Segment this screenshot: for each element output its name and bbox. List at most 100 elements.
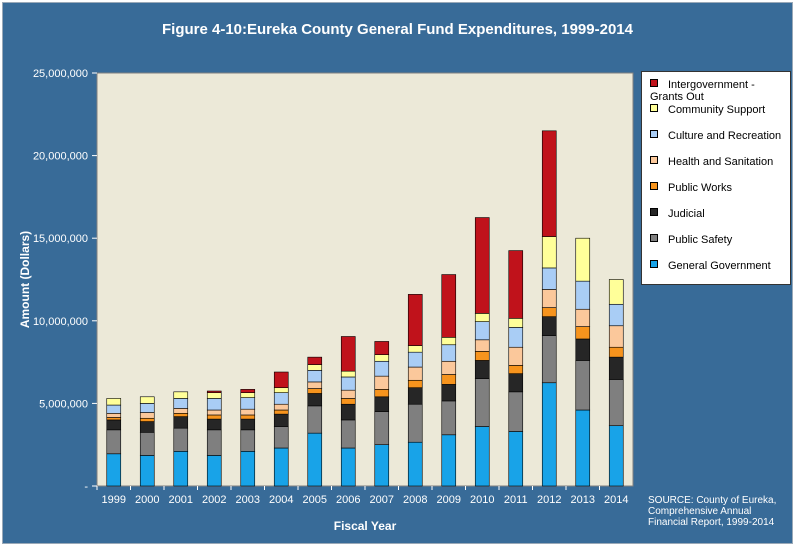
bar-segment [441, 337, 457, 346]
bar-segment [441, 274, 457, 338]
bar-segment [374, 375, 390, 390]
bar-segment [106, 429, 122, 455]
bar-segment [608, 279, 624, 305]
bar-segment [307, 432, 323, 487]
legend-swatch [650, 104, 658, 112]
x-tick-label: 2001 [169, 494, 193, 506]
bar-segment [441, 384, 457, 402]
bar-segment [273, 392, 289, 405]
bar-segment [206, 418, 222, 431]
bar-segment [139, 396, 155, 404]
bar-segment [474, 378, 490, 427]
bar-segment [240, 418, 256, 431]
legend-item: Community Support [650, 104, 788, 116]
legend-label: Public Safety [668, 234, 733, 246]
bar-segment [307, 388, 323, 394]
bar-segment [575, 409, 591, 487]
bar-segment [608, 325, 624, 348]
chart-plot: - 5,000,000 10,000,000 15,000,000 20,000,000… [18, 68, 634, 533]
bar-segment [541, 307, 557, 317]
source-note: SOURCE: County of Eureka, Comprehensive … [648, 495, 777, 528]
bar-segment [340, 370, 356, 378]
bar-segment [340, 336, 356, 372]
x-tick-label: 2006 [336, 494, 360, 506]
bar-segment [374, 411, 390, 446]
bar-segment [541, 130, 557, 237]
bar-segment [407, 387, 423, 405]
bar-segment [374, 396, 390, 412]
bar-segment [407, 294, 423, 346]
bar-segment [340, 419, 356, 449]
bar-segment [307, 393, 323, 407]
bar-segment [206, 392, 222, 399]
bar-segment [273, 413, 289, 427]
bar-segment [508, 391, 524, 432]
legend-swatch [650, 156, 658, 164]
bar-segment [307, 381, 323, 389]
legend-label: Culture and Recreation [668, 130, 782, 142]
x-axis-title: Fiscal Year [334, 519, 397, 533]
bar-segment [474, 313, 490, 322]
legend-item: Intergovernment - Grants Out [650, 79, 788, 103]
x-tick-label: 2002 [202, 494, 226, 506]
bar-segment [508, 346, 524, 366]
legend-label: Intergovernment - Grants Out [650, 79, 755, 103]
bar-segment [139, 412, 155, 419]
legend-item: Health and Sanitation [650, 156, 788, 168]
bar-segment [106, 413, 122, 418]
legend-item: Culture and Recreation [650, 130, 788, 142]
bar-segment [307, 405, 323, 434]
bar-segment [407, 351, 423, 368]
bar-segment [374, 360, 390, 377]
y-tick-label: 20,000,000 [33, 151, 88, 163]
bar-segment [508, 318, 524, 328]
bar-segment [273, 409, 289, 415]
bar-segment [106, 453, 122, 487]
bar-segment [541, 267, 557, 290]
bar-segment [541, 236, 557, 269]
bar-segment [441, 434, 457, 487]
legend-swatch [650, 79, 658, 87]
legend-label: Public Works [668, 182, 732, 194]
bar-segment [608, 379, 624, 427]
bar-segment [106, 417, 122, 421]
bar-segment [575, 280, 591, 310]
bar-segment [273, 403, 289, 411]
bar-segment [474, 360, 490, 379]
bar-segment [273, 447, 289, 487]
bar-segment [307, 364, 323, 371]
bar-segment [508, 327, 524, 348]
bar-segment [441, 374, 457, 385]
x-tick-label: 2011 [504, 494, 528, 506]
x-tick-label: 2009 [437, 494, 461, 506]
bar-segment [206, 409, 222, 416]
legend-swatch [650, 130, 658, 138]
bar-segment [173, 416, 189, 429]
bar-segment [608, 303, 624, 327]
x-tick-label: 1999 [102, 494, 126, 506]
bar-segment [340, 403, 356, 421]
bar-segment [139, 455, 155, 487]
bar-segment [240, 429, 256, 452]
bar-segment [206, 390, 222, 393]
bar-segment [173, 398, 189, 409]
x-tick-label: 2005 [303, 494, 327, 506]
bar-segment [340, 398, 356, 405]
bar-segment [307, 356, 323, 365]
legend-label: Health and Sanitation [668, 156, 774, 168]
legend-item: Judicial [650, 208, 788, 220]
bar-segment [374, 389, 390, 398]
bar-segment [441, 400, 457, 436]
bar-segment [541, 335, 557, 384]
bar-segment [106, 404, 122, 414]
bar-segment [407, 441, 423, 487]
bar-segment [307, 370, 323, 383]
bar-segment [474, 339, 490, 352]
bar-segment [139, 421, 155, 433]
bar-segment [541, 316, 557, 336]
bar-segment [173, 427, 189, 452]
bar-segment [575, 308, 591, 327]
bar-segment [273, 371, 289, 389]
x-tick-label: 2003 [236, 494, 260, 506]
x-tick-label: 2012 [537, 494, 561, 506]
